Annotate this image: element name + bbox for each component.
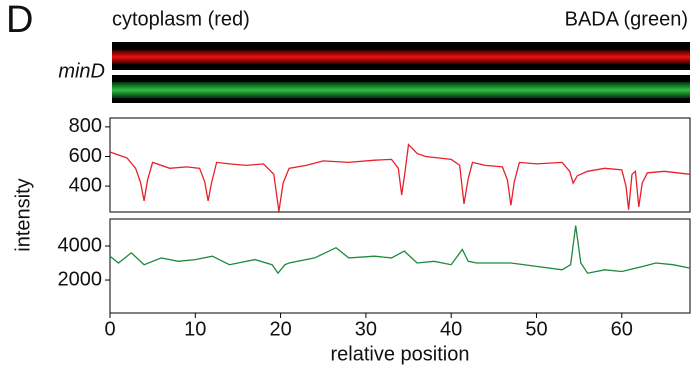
y-tick-label: 400 <box>69 174 102 196</box>
y-axis-label: intensity <box>12 178 34 251</box>
image-label: cytoplasm (red) <box>112 8 250 30</box>
image-label: BADA (green) <box>565 8 688 30</box>
panel-label: D <box>6 0 33 41</box>
y-tick-label: 800 <box>69 115 102 137</box>
cell-red <box>112 50 690 64</box>
x-axis-label: relative position <box>331 343 470 365</box>
y-tick-label: 600 <box>69 145 102 167</box>
strain-label: minD <box>58 60 105 82</box>
x-tick-label: 40 <box>440 318 462 340</box>
x-tick-label: 10 <box>184 318 206 340</box>
x-tick-label: 0 <box>104 318 115 340</box>
y-tick-label: 4000 <box>58 234 103 256</box>
x-tick-label: 60 <box>611 318 633 340</box>
plot-frame <box>110 118 690 212</box>
data-line <box>110 226 690 274</box>
y-tick-label: 2000 <box>58 268 103 290</box>
x-tick-label: 20 <box>269 318 291 340</box>
plot-frame <box>110 219 690 313</box>
cell-green <box>112 82 690 98</box>
figure: D cytoplasm (red) BADA (green) minD 4006… <box>0 0 693 368</box>
x-tick-label: 30 <box>355 318 377 340</box>
data-line <box>110 145 690 212</box>
x-tick-label: 50 <box>525 318 547 340</box>
